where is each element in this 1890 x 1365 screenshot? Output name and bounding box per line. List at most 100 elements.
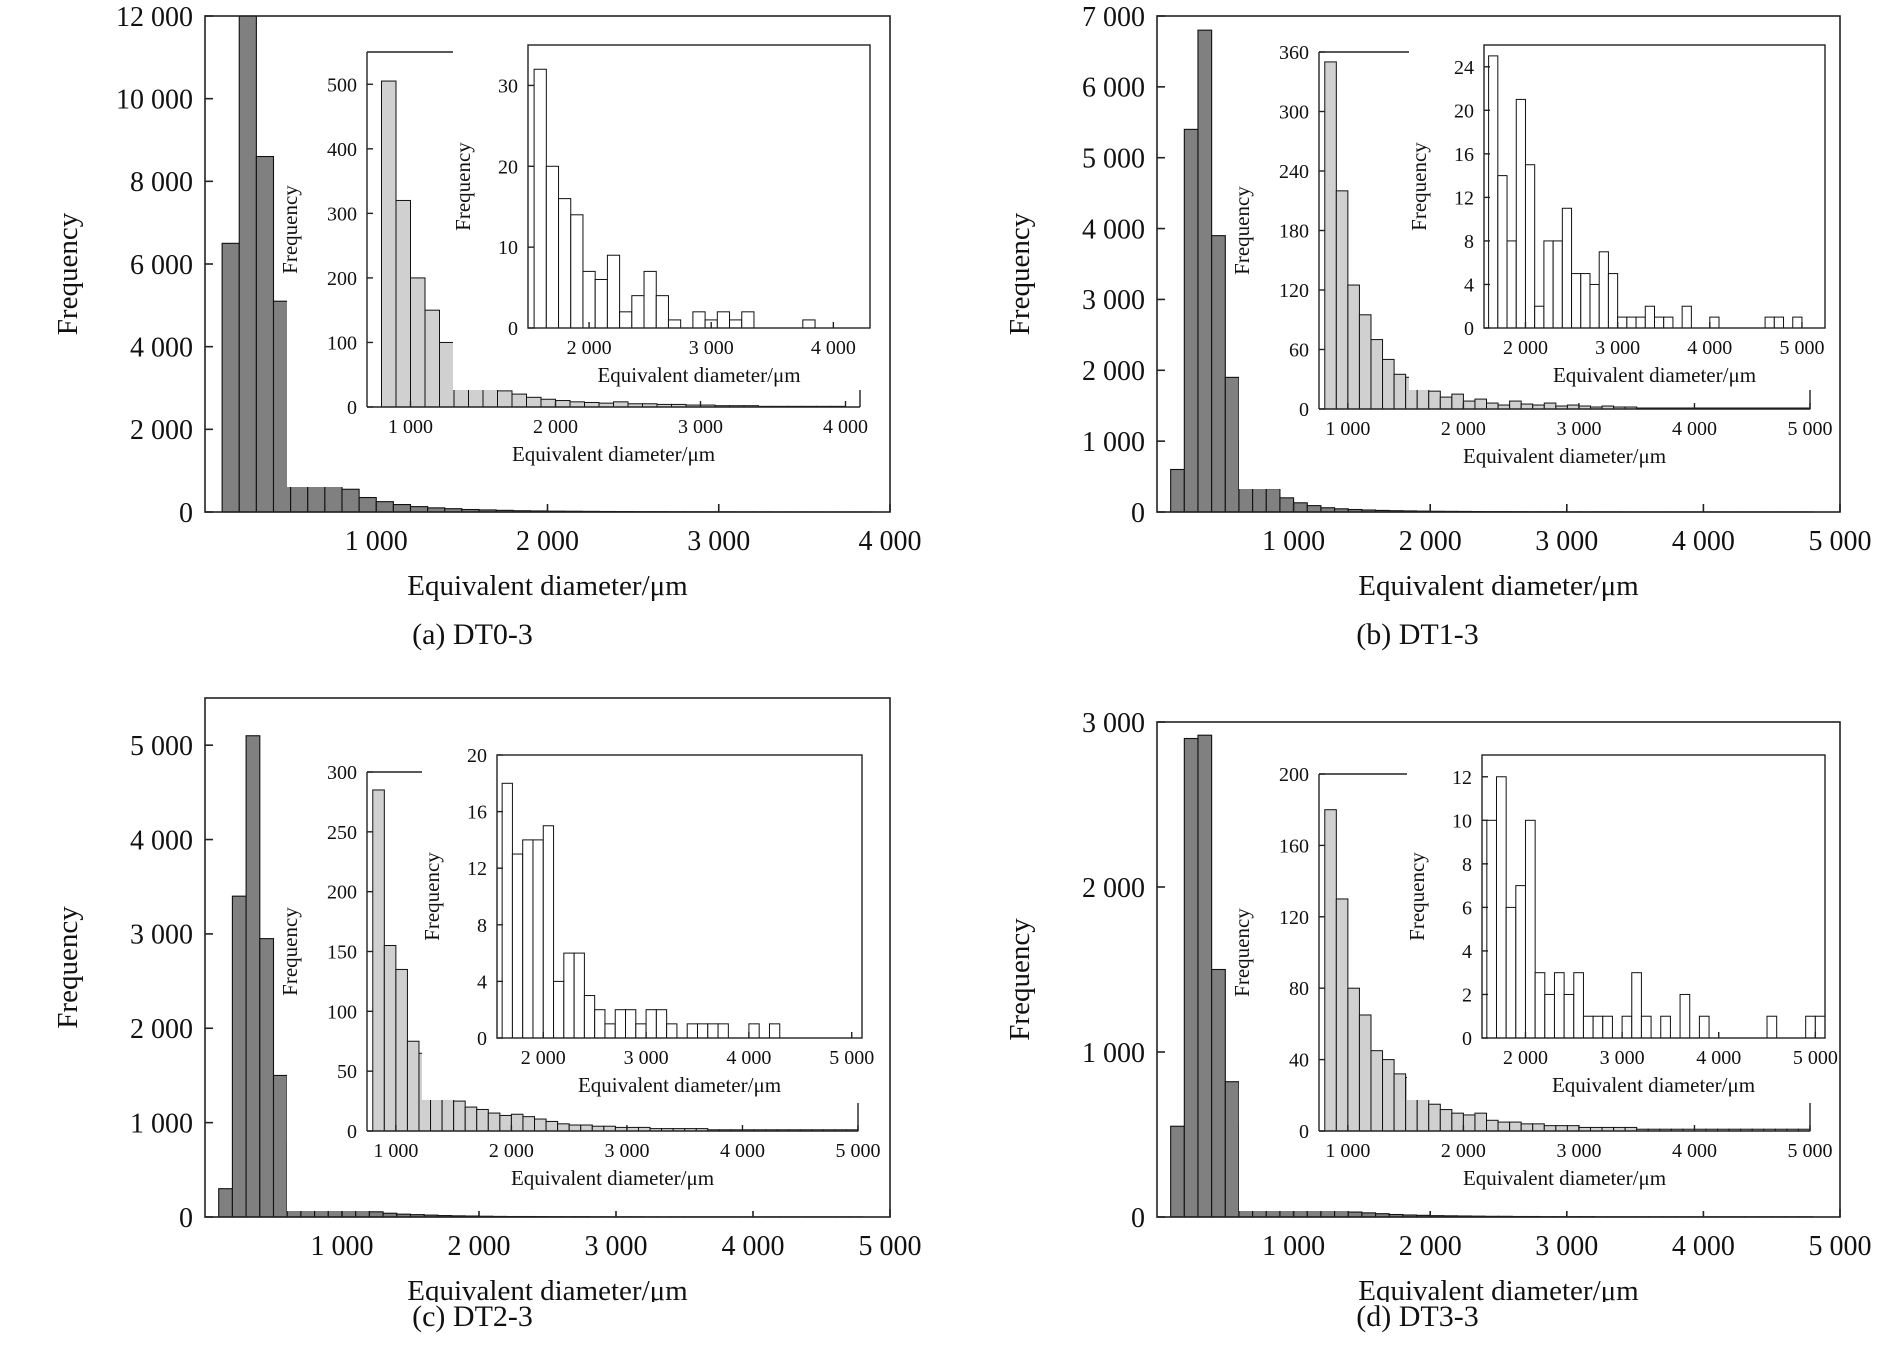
- inset1-xtick-label: 4 000: [1672, 418, 1717, 440]
- inset2-ytick-label: 8: [1464, 231, 1474, 253]
- inset2-bar: [686, 1023, 698, 1039]
- inset2-ytick-label: 2: [1462, 984, 1472, 1006]
- inset2-ytick-label: 0: [1464, 318, 1474, 340]
- inset1-bar: [1370, 339, 1384, 410]
- inset1-xtick-label: 2 000: [1441, 1140, 1486, 1162]
- inset1-xtick-label: 4 000: [1672, 1140, 1717, 1162]
- inset2-xtick-label: 5 000: [829, 1047, 874, 1069]
- inset2-xtick-label: 5 000: [1779, 337, 1824, 359]
- inset1-bar: [476, 1108, 489, 1132]
- main-xtick-label: 3 000: [687, 526, 750, 557]
- inset2-ytick-label: 4: [477, 971, 487, 993]
- chart-svg-d: 0 1 000 2 000 3 000 1 000 2 000 3 000 4 000 5 00…: [1004, 708, 1872, 1302]
- inset2-bar: [1506, 240, 1517, 329]
- main-ytick-label: 7 000: [1082, 2, 1145, 33]
- inset1-bar: [568, 1124, 582, 1132]
- inset2-bar: [768, 1023, 781, 1039]
- inset2-bar: [604, 1023, 616, 1039]
- inset2-bar: [1805, 1015, 1816, 1039]
- inset1-ytick-label: 200: [327, 268, 357, 290]
- inset2-bar: [692, 311, 706, 329]
- main-ytick-label: 10 000: [116, 84, 193, 115]
- main-ytick-label: 5 000: [130, 731, 193, 762]
- inset1-bar: [497, 390, 513, 408]
- inset2-ytick-label: 0: [477, 1028, 487, 1050]
- chart-svg-b: 0 1 000 2 000 3 000 4 000 5 000 6 000 7 000 1 00…: [1004, 2, 1872, 602]
- main-ytick-label: 4 000: [1082, 214, 1145, 245]
- inset2-bar: [563, 952, 575, 1039]
- main-ytick-label: 1 000: [1082, 427, 1145, 458]
- main-frame: [204, 697, 891, 1218]
- inset1-bar: [1532, 1123, 1545, 1132]
- inset2-bar: [1621, 1015, 1633, 1039]
- inset2-bar: [1679, 993, 1691, 1039]
- inset2-frame: [1483, 44, 1826, 329]
- inset2-bar: [1571, 273, 1582, 329]
- inset1-bar: [1335, 190, 1349, 410]
- inset2-bar: [1626, 316, 1637, 329]
- inset2-bar: [1534, 305, 1545, 329]
- inset1-ytick-label: 150: [327, 942, 357, 964]
- main-x-axis-title: Equivalent diameter/μm: [1358, 1275, 1639, 1302]
- main-bar: [1279, 497, 1295, 513]
- inset2-bar: [1640, 1015, 1652, 1039]
- inset2-ytick-label: 16: [1454, 144, 1474, 166]
- main-bar: [375, 501, 394, 513]
- inset2-y-axis-title: Frequency: [1407, 142, 1431, 231]
- inset2-bar: [707, 1023, 719, 1039]
- inset2-bar: [1543, 240, 1554, 329]
- inset1-bar: [1382, 1059, 1395, 1132]
- main-ytick-label: 5 000: [1082, 144, 1145, 175]
- inset1-ytick-label: 250: [327, 822, 357, 844]
- inset1-bar: [591, 1125, 605, 1132]
- inset2-xtick-label: 3 000: [689, 337, 734, 359]
- inset2-bar: [1589, 283, 1600, 329]
- inset1-x-axis-title: Equivalent diameter/μm: [1463, 1166, 1666, 1190]
- inset1-bar: [395, 199, 411, 408]
- inset1-bar: [1462, 400, 1476, 410]
- inset2-bar: [619, 311, 633, 329]
- main-ytick-label: 2 000: [1082, 873, 1145, 904]
- inset2-bar: [1598, 251, 1609, 329]
- main-bar: [238, 15, 257, 513]
- main-xtick-label: 2 000: [1399, 1231, 1462, 1262]
- main-bar: [255, 155, 275, 513]
- main-bar: [392, 504, 412, 513]
- inset1-bar: [569, 401, 585, 408]
- inset1-bar: [1428, 390, 1441, 410]
- inset1-bar: [511, 393, 527, 408]
- inset1-bar: [540, 398, 556, 408]
- inset2-bar: [635, 1023, 647, 1039]
- inset1-xtick-label: 5 000: [1788, 1140, 1833, 1162]
- inset2-bar: [501, 782, 513, 1039]
- inset1-xtick-label: 2 000: [489, 1140, 534, 1162]
- inset2-xtick-label: 4 000: [726, 1047, 771, 1069]
- inset1-ytick-label: 0: [347, 1121, 357, 1143]
- main-bar: [1197, 29, 1213, 513]
- inset2-bar: [741, 311, 755, 329]
- panel-caption-b: (b) DT1-3: [1356, 618, 1479, 651]
- inset1-ytick-label: 300: [327, 203, 357, 225]
- inset2-bar: [1814, 1015, 1826, 1039]
- inset2-bar: [594, 278, 608, 329]
- inset2-bar: [1654, 316, 1665, 329]
- inset2-xtick-label: 3 000: [1595, 337, 1640, 359]
- inset2-y-axis-title: Frequency: [451, 142, 475, 231]
- main-bar: [358, 496, 377, 513]
- inset2-bar: [1534, 972, 1546, 1039]
- inset1-ytick-label: 180: [1279, 221, 1309, 243]
- inset1-bar: [1439, 396, 1453, 410]
- main-bar: [1183, 128, 1199, 513]
- main-bar: [1197, 734, 1213, 1218]
- panel-d: 0 1 000 2 000 3 000 1 000 2 000 3 000 4 000 5 00…: [945, 682, 1890, 1364]
- inset1-ytick-label: 120: [1279, 280, 1309, 302]
- inset1-bar: [395, 968, 408, 1132]
- main-frame: [1156, 15, 1841, 513]
- inset2-ytick-label: 4: [1464, 274, 1474, 296]
- inset1-bar: [464, 1106, 478, 1132]
- inset1-bar: [522, 1116, 536, 1132]
- inset1-y-axis-title: Frequency: [278, 907, 302, 996]
- inset2-xtick-label: 2 000: [1503, 337, 1548, 359]
- inset2-bar: [582, 270, 596, 329]
- main-xtick-label: 1 000: [1262, 1231, 1325, 1262]
